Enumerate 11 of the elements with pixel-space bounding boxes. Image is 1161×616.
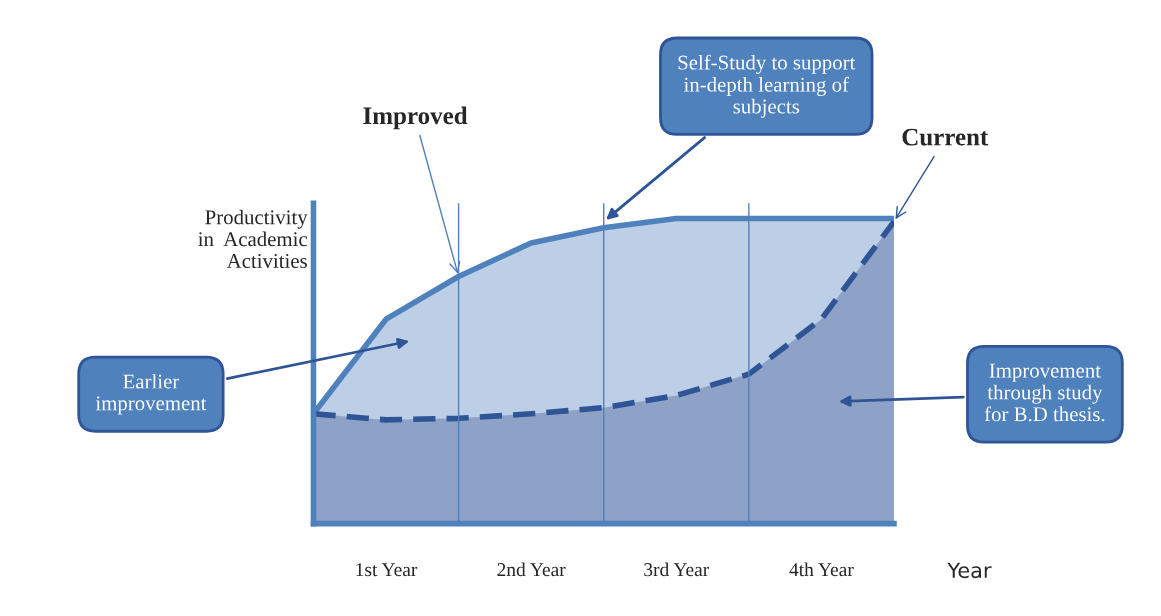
x-axis-title: Year [947,562,992,579]
x-tick-label: 2nd Year [497,562,566,577]
text: Self-Study to support in-depth learning of subjects [678,54,856,118]
text: Improved [363,106,468,130]
text: Improvement through study for B.D thesis. [984,363,1105,422]
text: Current [902,128,989,146]
y-axis-title: Productivity in Academic Activities [198,209,308,268]
text: Earlier improvement [95,373,207,415]
x-tick-label: 3rd Year [644,562,710,577]
x-tick-label: 4th Year [789,562,854,577]
x-tick-label: 1st Year [356,563,418,577]
